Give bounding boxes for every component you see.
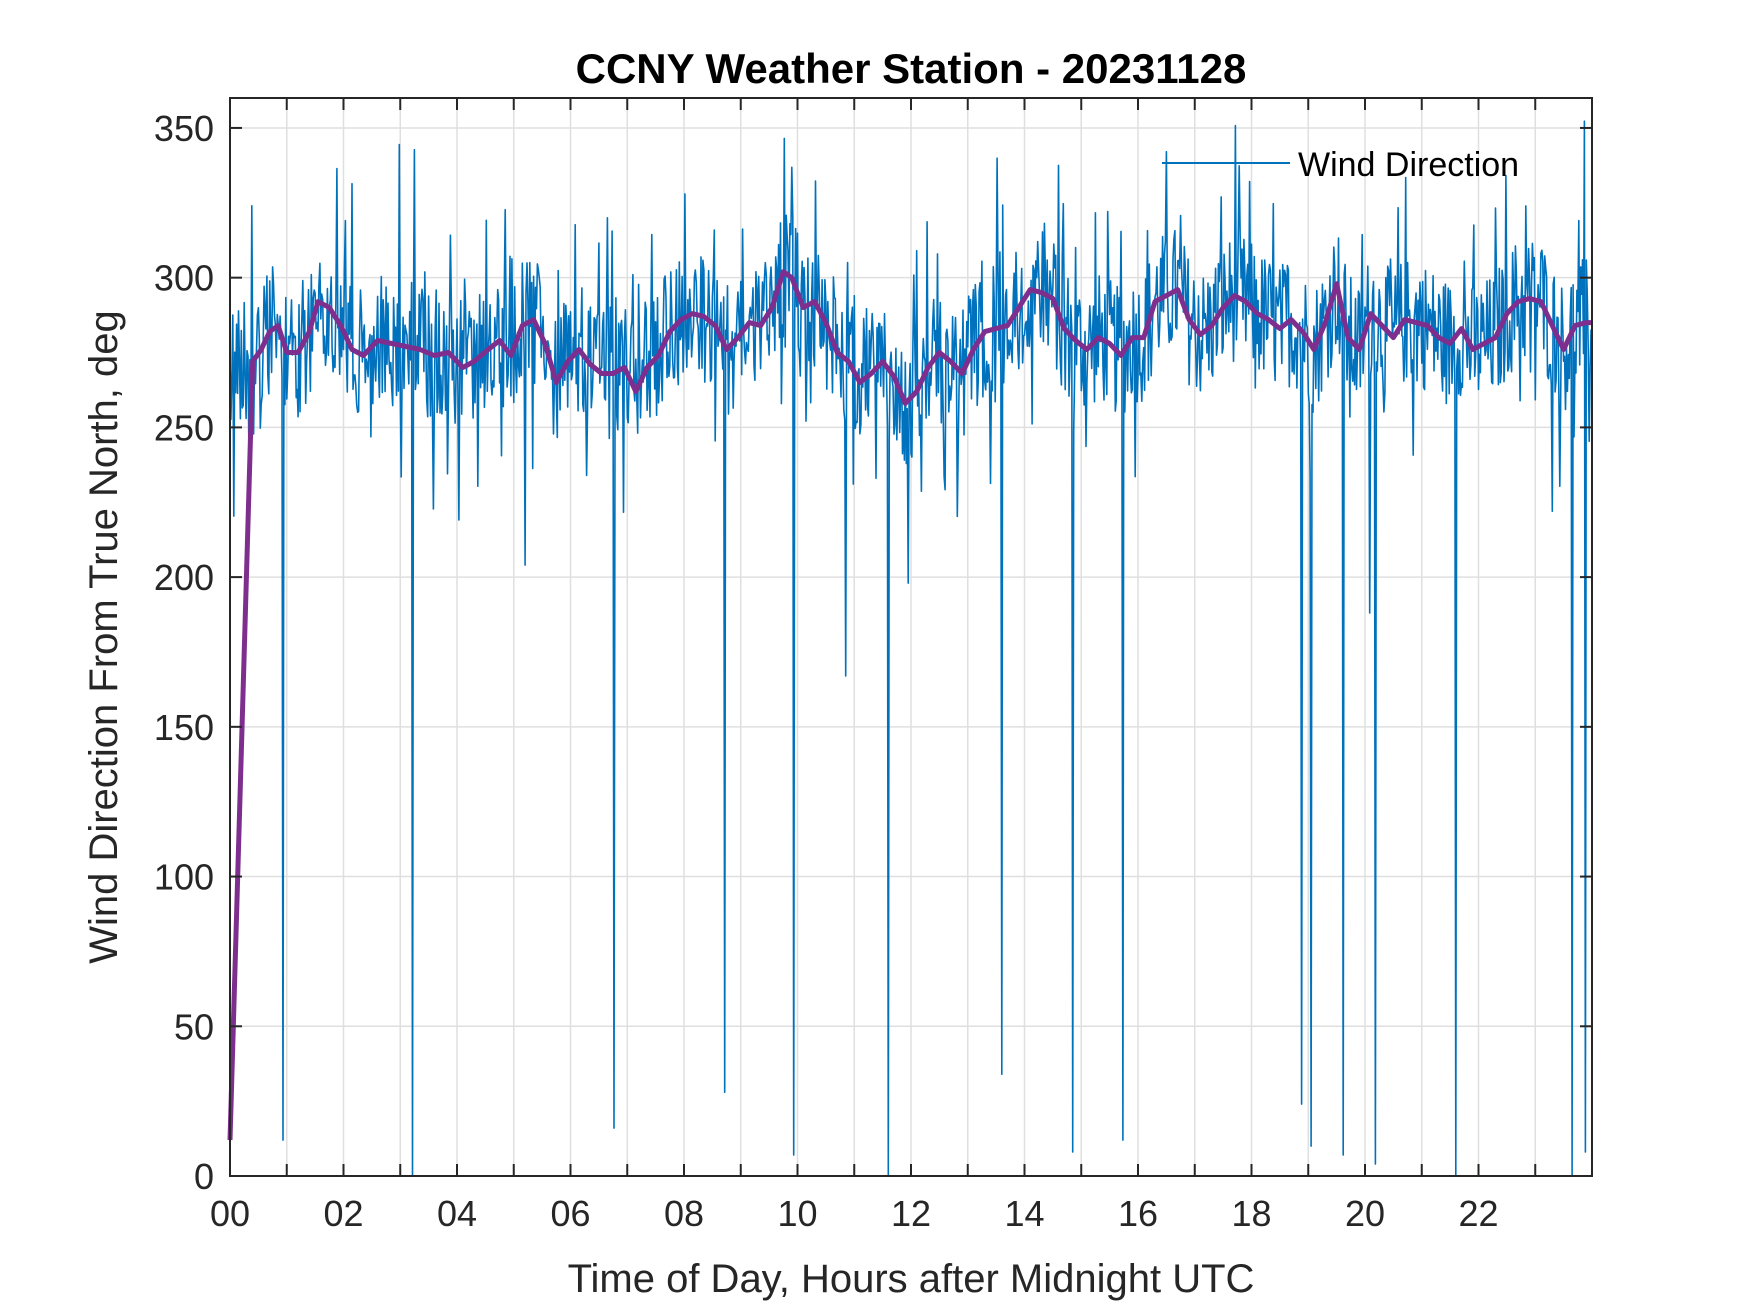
x-tick-label: 02 xyxy=(323,1193,363,1234)
x-tick-label: 14 xyxy=(1004,1193,1044,1234)
x-tick-label: 20 xyxy=(1345,1193,1385,1234)
grid-lines xyxy=(230,98,1592,1176)
chart-title: CCNY Weather Station - 20231128 xyxy=(576,45,1247,92)
y-axis-label: Wind Direction From True North, deg xyxy=(82,310,126,964)
y-tick-label: 50 xyxy=(174,1006,214,1047)
legend-label-wind-direction: Wind Direction xyxy=(1298,146,1519,184)
y-tick-label: 100 xyxy=(154,857,214,898)
x-tick-label: 16 xyxy=(1118,1193,1158,1234)
series-moving-average-line xyxy=(227,269,1592,1141)
x-tick-label: 22 xyxy=(1458,1193,1498,1234)
y-tick-label: 0 xyxy=(194,1156,214,1197)
x-tick-label: 04 xyxy=(437,1193,477,1234)
y-tick-label: 350 xyxy=(154,108,214,149)
axis-ticks: 00 02 04 06 08 10 12 14 16 18 20 22 0 50 100 150 200 250 3… xyxy=(154,98,1592,1234)
x-tick-label: 06 xyxy=(550,1193,590,1234)
y-tick-label: 150 xyxy=(154,707,214,748)
y-tick-label: 250 xyxy=(154,407,214,448)
y-tick-label: 300 xyxy=(154,258,214,299)
x-tick-label: 00 xyxy=(210,1193,250,1234)
x-tick-label: 12 xyxy=(891,1193,931,1234)
legend: Wind Direction xyxy=(1162,146,1519,184)
x-axis-label: Time of Day, Hours after Midnight UTC xyxy=(568,1257,1255,1301)
data-series xyxy=(227,120,1592,1177)
y-tick-label: 200 xyxy=(154,557,214,598)
x-tick-label: 10 xyxy=(777,1193,817,1234)
x-tick-label: 08 xyxy=(664,1193,704,1234)
x-tick-label: 18 xyxy=(1231,1193,1271,1234)
